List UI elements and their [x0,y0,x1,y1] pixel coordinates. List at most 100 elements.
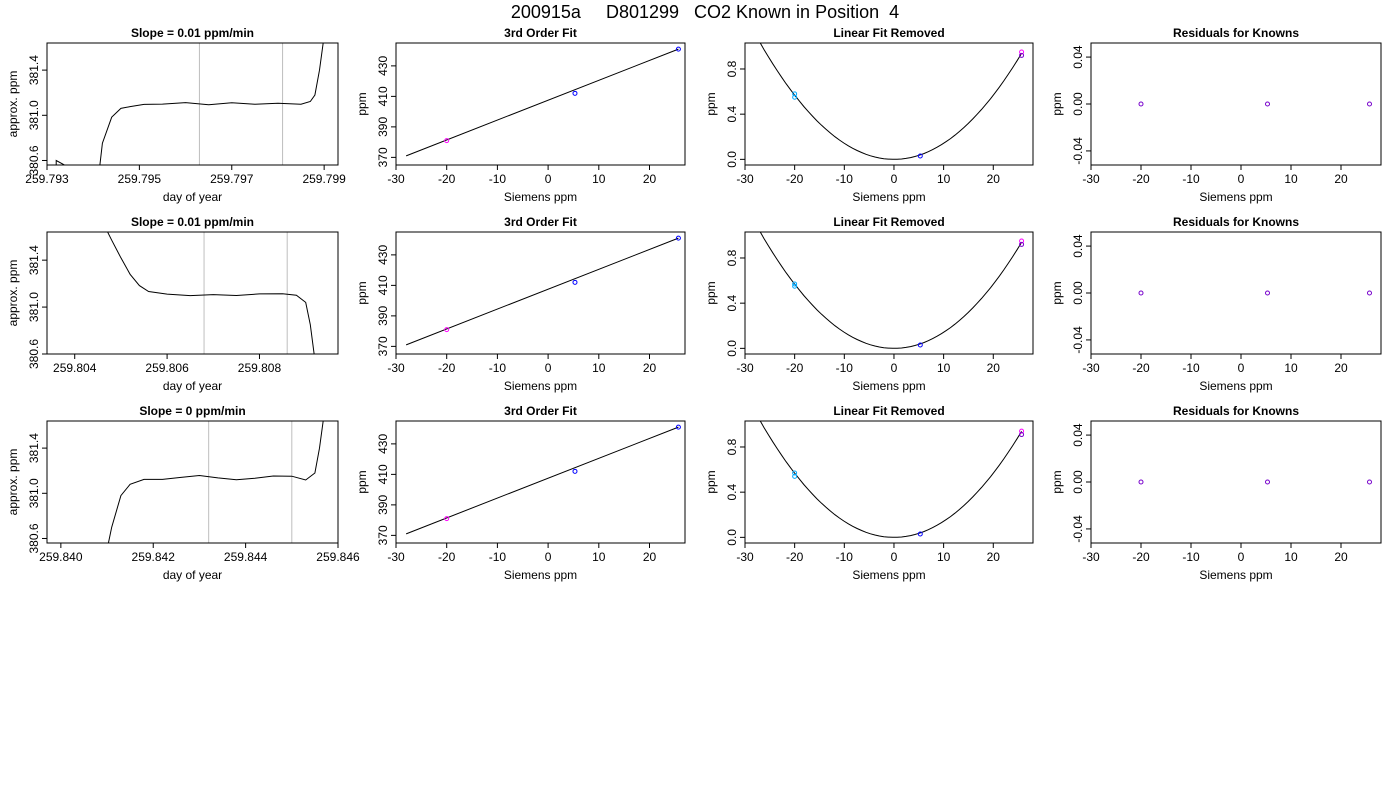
x-tick-label: -30 [736,172,754,186]
x-tick-label: -30 [1082,172,1100,186]
x-tick-label: 259.844 [224,550,268,564]
x-tick-label: 0 [891,550,898,564]
y-tick-label: 0.04 [1071,234,1085,258]
x-tick-label: -30 [736,361,754,375]
y-tick-label: 430 [376,434,390,454]
x-tick-label: 10 [937,550,951,564]
data-point [1138,101,1144,107]
chart-title: Linear Fit Removed [833,215,944,229]
x-tick-label: 20 [1334,550,1348,564]
x-tick-label: 20 [987,361,1001,375]
data-point [1138,479,1144,485]
x-tick-label: 10 [592,172,606,186]
x-tick-label: 20 [987,172,1001,186]
data-point [1019,238,1025,244]
x-tick-label: 0 [545,172,552,186]
data-point [1367,290,1372,296]
x-tick-label: -10 [836,361,854,375]
y-tick-label: 0.04 [1071,423,1085,447]
y-tick-label: 370 [376,336,390,356]
y-axis-label: ppm [355,92,369,115]
data-point [675,235,681,241]
y-tick-label: -0.04 [1071,326,1085,354]
x-axis-label: Siemens ppm [1199,568,1272,582]
x-tick-label: -10 [489,550,507,564]
y-tick-label: 381.0 [27,478,41,508]
x-tick-label: -20 [786,361,804,375]
data-point [1367,479,1372,485]
x-tick-label: -20 [438,172,456,186]
y-tick-label: -0.04 [1071,515,1085,543]
x-tick-label: 259.799 [302,172,346,186]
fit-curve [759,43,1023,160]
data-point [792,473,798,479]
data-point [792,470,798,476]
y-tick-label: 0.00 [1071,92,1085,116]
x-tick-label: 0 [891,172,898,186]
x-tick-label: 10 [1284,172,1298,186]
y-axis-label: ppm [704,281,718,304]
y-tick-label: 390 [376,495,390,515]
data-point [444,327,450,333]
x-tick-label: 259.797 [210,172,254,186]
chart-title: Slope = 0.01 ppm/min [131,215,254,229]
data-point [917,342,923,348]
x-tick-label: 20 [643,550,657,564]
y-tick-label: 0.4 [725,106,739,123]
x-tick-label: -30 [1082,550,1100,564]
chart-title: 3rd Order Fit [504,404,577,418]
chart-title: Residuals for Knowns [1173,215,1299,229]
y-tick-label: 0.0 [725,529,739,546]
x-tick-label: 20 [643,361,657,375]
x-tick-label: -10 [1182,361,1200,375]
y-tick-label: 410 [376,464,390,484]
y-tick-label: 370 [376,525,390,545]
data-point [792,94,798,100]
y-tick-label: 390 [376,306,390,326]
x-tick-label: -20 [438,550,456,564]
series-line [107,232,315,354]
y-tick-label: 390 [376,117,390,137]
plot-frame [744,231,1034,355]
x-tick-label: -10 [1182,550,1200,564]
data-point [1138,290,1144,296]
y-tick-label: 0.00 [1071,470,1085,494]
plot-frame [46,42,339,166]
y-tick-label: 0.0 [725,340,739,357]
x-tick-label: 259.840 [39,550,83,564]
chart-title: Linear Fit Removed [833,404,944,418]
x-tick-label: -20 [1132,172,1150,186]
x-tick-label: 259.793 [25,172,69,186]
x-tick-label: 10 [937,172,951,186]
chart-title: Slope = 0 ppm/min [139,404,245,418]
plot-frame [1090,231,1382,355]
y-tick-label: 0.4 [725,484,739,501]
plot-frame [1090,42,1382,166]
y-axis-label: ppm [355,470,369,493]
x-tick-label: 0 [545,361,552,375]
y-tick-label: 410 [376,86,390,106]
x-tick-label: -20 [786,550,804,564]
x-tick-label: -20 [1132,550,1150,564]
y-tick-label: 380.6 [27,523,41,553]
chart-title: Residuals for Knowns [1173,26,1299,40]
x-axis-label: Siemens ppm [504,379,577,393]
plot-frame [395,42,686,166]
y-tick-label: 410 [376,275,390,295]
data-point [1019,52,1025,58]
x-tick-label: -20 [1132,361,1150,375]
plot-frame [46,231,339,355]
x-tick-label: 0 [891,361,898,375]
x-tick-label: 10 [1284,361,1298,375]
chart-panel: Residuals for Knowns -30 -20 -10 0 10 20 -0.04 0… [1050,404,1382,582]
figure-title: 200915a D801299 CO2 Known in Position 4 [510,2,900,22]
y-tick-label: 381.0 [27,292,41,322]
x-axis-label: day of year [163,568,222,582]
data-point [792,281,798,287]
data-point [1367,101,1372,107]
x-tick-label: 10 [592,550,606,564]
x-tick-label: -10 [1182,172,1200,186]
x-axis-label: day of year [163,190,222,204]
y-axis-label: ppm [1050,92,1064,115]
y-tick-label: 381.4 [27,245,41,275]
